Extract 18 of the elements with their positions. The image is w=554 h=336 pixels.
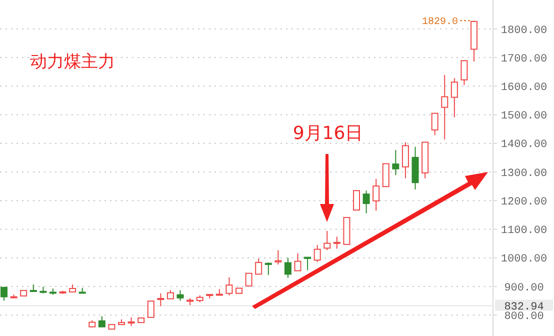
y-tick-label: 1300.00 bbox=[500, 168, 548, 180]
text: 动力煤主力 bbox=[30, 52, 115, 72]
candlestick bbox=[412, 146, 419, 190]
y-tick-label: 800.00 bbox=[504, 310, 544, 323]
y-tick-label: 1000.00 bbox=[500, 254, 548, 266]
y-tick-label: 900.00 bbox=[504, 282, 544, 294]
candlestick bbox=[372, 178, 380, 212]
y-tick-label: 1200.00 bbox=[500, 196, 548, 208]
annotation: 9月16日 bbox=[292, 123, 364, 144]
annotation: 1829.0 bbox=[422, 17, 458, 28]
y-tick-label: 1600.00 bbox=[500, 82, 548, 94]
y-tick-label: 1800.00 bbox=[500, 24, 548, 37]
candlestick bbox=[176, 290, 184, 302]
y-tick-label: 1500.00 bbox=[500, 110, 548, 123]
y-tick-label: 1700.00 bbox=[500, 53, 548, 66]
y-tick-label: 1400.00 bbox=[500, 139, 548, 152]
candlestick bbox=[441, 74, 448, 140]
y-tick-label: 1100.00 bbox=[500, 225, 548, 238]
